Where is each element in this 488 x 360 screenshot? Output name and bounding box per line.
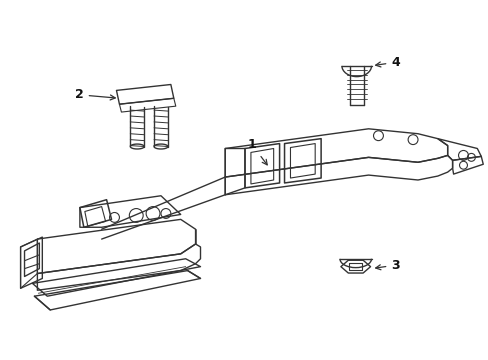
Text: 3: 3	[375, 258, 399, 271]
Text: 2: 2	[75, 88, 115, 101]
Text: 1: 1	[247, 139, 266, 165]
Text: 4: 4	[375, 56, 399, 69]
